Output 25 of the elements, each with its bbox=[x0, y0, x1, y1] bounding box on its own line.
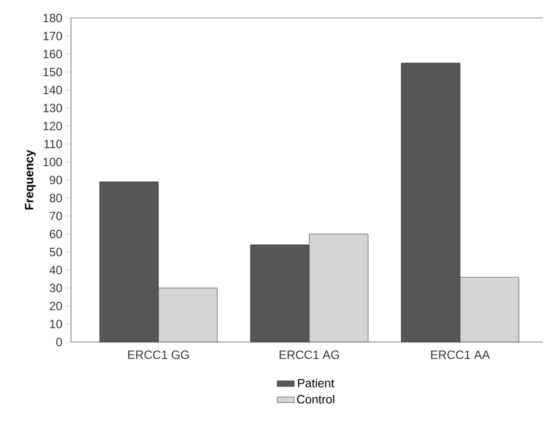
y-tick-label: 120 bbox=[43, 122, 62, 130]
y-tick-label: 70 bbox=[50, 212, 62, 220]
y-tick-label: 180 bbox=[43, 14, 62, 22]
y-tick-label: 10 bbox=[50, 320, 62, 328]
y-tick-label: 90 bbox=[50, 176, 62, 184]
y-tick-label: 130 bbox=[43, 104, 62, 112]
y-tick-label: 110 bbox=[44, 140, 62, 148]
y-tick-label: 30 bbox=[50, 284, 62, 292]
legend-label: Control bbox=[297, 394, 334, 404]
y-tick-label: 100 bbox=[43, 158, 62, 166]
x-tick-label: ERCC1 GG bbox=[128, 350, 189, 359]
y-tick-label: 160 bbox=[43, 50, 62, 58]
y-tick-label: 170 bbox=[43, 32, 62, 40]
y-tick-label: 20 bbox=[50, 302, 62, 310]
legend-label: Patient bbox=[298, 378, 334, 388]
y-tick-label: 40 bbox=[49, 266, 62, 274]
y-tick-label: 80 bbox=[50, 194, 62, 202]
y-tick-label: 150 bbox=[43, 68, 62, 76]
y-tick-label: 0 bbox=[56, 338, 62, 346]
y-axis-title: Frequency bbox=[24, 150, 36, 210]
x-tick-label: ERCC1 AA bbox=[431, 350, 490, 359]
y-tick-label: 140 bbox=[43, 86, 62, 94]
y-tick-label: 60 bbox=[50, 230, 62, 238]
y-tick-label: 50 bbox=[50, 248, 62, 256]
x-tick-label: ERCC1 AG bbox=[280, 350, 339, 359]
